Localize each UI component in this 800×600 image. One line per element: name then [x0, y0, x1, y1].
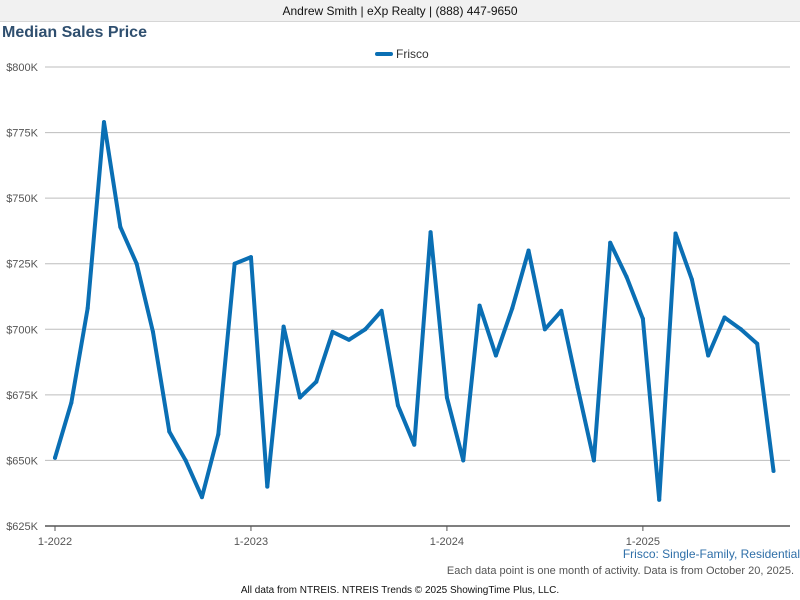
chart-caption: Frisco: Single-Family, Residential: [622, 547, 800, 561]
data-point: [281, 324, 286, 329]
data-point: [297, 395, 302, 400]
data-point: [771, 468, 776, 473]
data-point: [346, 337, 351, 342]
data-point: [118, 224, 123, 229]
data-point: [722, 315, 727, 320]
y-tick-label: $775K: [6, 128, 38, 140]
legend-label: Frisco: [396, 47, 429, 61]
data-point: [542, 327, 547, 332]
y-tick-label: $750K: [6, 193, 38, 205]
data-point: [526, 248, 531, 253]
data-point: [395, 403, 400, 408]
data-point: [69, 400, 74, 405]
data-point: [85, 306, 90, 311]
data-point: [608, 240, 613, 245]
data-point: [330, 329, 335, 334]
data-source: All data from NTREIS. NTREIS Trends © 20…: [240, 585, 560, 596]
data-point: [510, 306, 515, 311]
data-point: [689, 277, 694, 282]
data-point: [706, 353, 711, 358]
legend: Frisco: [375, 47, 429, 61]
data-point: [314, 379, 319, 384]
data-point: [575, 384, 580, 389]
chart-title: Median Sales Price: [2, 24, 147, 41]
data-point: [167, 429, 172, 434]
data-point: [363, 327, 368, 332]
data-point: [232, 261, 237, 266]
data-point: [53, 455, 57, 460]
data-point: [461, 458, 466, 463]
data-point: [428, 230, 433, 235]
y-tick-label: $725K: [6, 259, 38, 271]
x-axis: 1-2022 1-2023 1-2024 1-2025: [38, 526, 660, 548]
grid-lines: [45, 66, 790, 527]
y-tick-label: $675K: [6, 390, 38, 402]
data-point: [624, 274, 629, 279]
x-tick-label: 1-2024: [430, 536, 464, 548]
y-tick-label: $700K: [6, 324, 38, 336]
y-axis-tick-labels: $625K $650K $675K $700K $725K $750K $775K $800K: [6, 62, 38, 533]
data-point: [444, 395, 449, 400]
data-point: [640, 316, 645, 321]
data-point: [265, 484, 270, 489]
data-point: [591, 458, 596, 463]
data-point: [248, 255, 253, 260]
x-tick-label: 1-2025: [626, 536, 660, 548]
data-point: [738, 327, 743, 332]
data-point: [379, 308, 384, 313]
data-point: [657, 497, 662, 502]
series-layer: [53, 120, 776, 502]
data-point: [755, 341, 760, 346]
y-tick-label: $625K: [6, 521, 38, 533]
data-point: [493, 353, 498, 358]
data-point: [199, 495, 204, 500]
data-point: [150, 329, 155, 334]
data-note: Each data point is one month of activity…: [446, 565, 794, 577]
data-point: [673, 231, 678, 236]
agent-banner: Andrew Smith | eXp Realty | (888) 447-96…: [0, 0, 800, 22]
y-tick-label: $800K: [6, 62, 38, 74]
x-tick-label: 1-2022: [38, 536, 72, 548]
data-point: [101, 120, 106, 125]
data-point: [412, 442, 417, 447]
data-point: [216, 432, 221, 437]
x-tick-label: 1-2023: [234, 536, 268, 548]
data-point: [559, 308, 564, 313]
y-tick-label: $650K: [6, 455, 38, 467]
data-point: [134, 261, 139, 266]
data-point: [477, 303, 482, 308]
agent-banner-text: Andrew Smith | eXp Realty | (888) 447-96…: [282, 3, 518, 18]
data-point: [183, 458, 188, 463]
